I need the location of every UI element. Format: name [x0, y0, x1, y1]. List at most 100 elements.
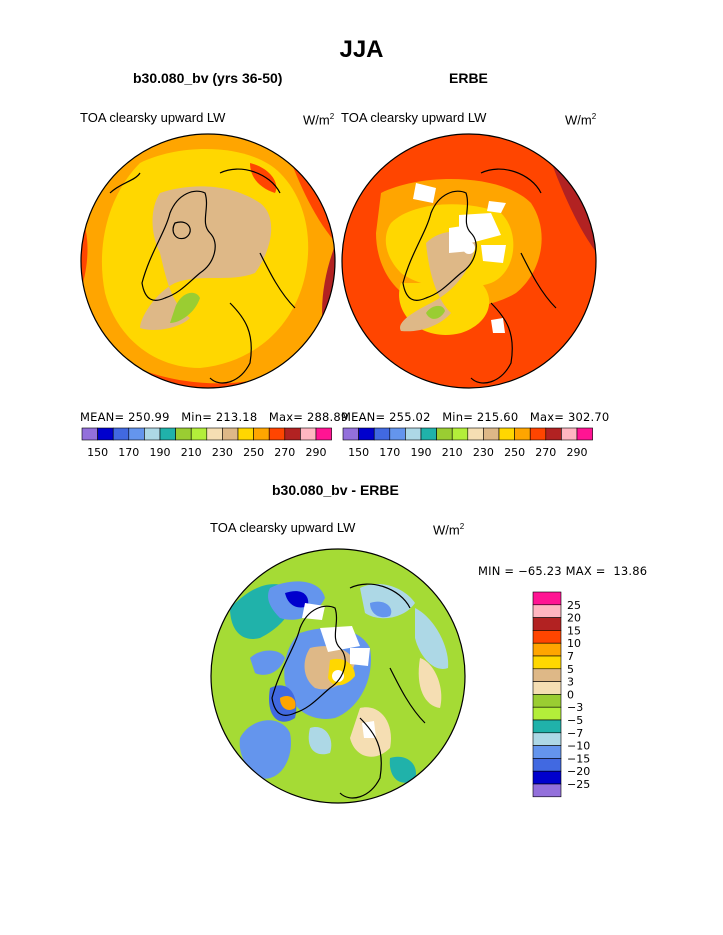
diff-panel-subtitle: TOA clearsky upward LW: [210, 520, 356, 535]
right-min-value: 215.60: [476, 410, 519, 424]
left-colorbar-label: 250: [243, 446, 264, 459]
diff-colorbar-swatch: [532, 604, 562, 618]
diff-colorbar-label: 25: [567, 599, 581, 612]
left-colorbar-label: 230: [212, 446, 233, 459]
diff-panel-title: b30.080_bv - ERBE: [272, 482, 399, 498]
diff-colorbar-swatch: [532, 783, 562, 798]
right-colorbar-swatch: [545, 427, 562, 441]
figure-title: JJA: [339, 36, 384, 63]
right-colorbar-label: 190: [411, 446, 432, 459]
left-colorbar-swatch: [97, 427, 114, 441]
left-colorbar-swatch: [112, 427, 130, 441]
left-panel-subtitle: TOA clearsky upward LW: [80, 110, 226, 125]
right-colorbar-swatch: [358, 427, 375, 441]
diff-colorbar-swatch: [532, 758, 562, 772]
left-colorbar-swatch: [190, 427, 208, 441]
diff-colorbar-label: −10: [567, 740, 590, 753]
diff-colorbar-swatch: [532, 694, 562, 708]
diff-colorbar-swatch: [532, 719, 562, 734]
right-colorbar-label: 250: [504, 446, 525, 459]
left-panel-stats: MEAN= 250.99 Min= 213.18 Max= 288.89: [80, 410, 349, 424]
left-colorbar-swatch: [222, 427, 239, 441]
diff-colorbar-label: 3: [567, 676, 574, 689]
left-colorbar-swatch: [159, 427, 176, 441]
diff-colorbar-label: 20: [567, 612, 581, 625]
left-colorbar-swatch: [81, 427, 98, 441]
left-colorbar-swatch: [268, 427, 286, 441]
left-colorbar-swatch: [237, 427, 254, 441]
diff-minmax: MIN = −65.23 MAX = 13.86: [478, 564, 648, 578]
right-colorbar-swatch: [405, 427, 422, 441]
diff-colorbar-swatch: [532, 732, 562, 746]
diff-colorbar-swatch: [532, 630, 562, 644]
diff-colorbar-swatch: [532, 681, 562, 695]
diff-colorbar-label: 15: [567, 624, 581, 637]
right-colorbar-swatch: [498, 427, 515, 441]
right-colorbar-label: 170: [379, 446, 400, 459]
right-colorbar-swatch: [483, 427, 500, 441]
diff-panel-units: W/m2: [433, 522, 465, 538]
left-colorbar-label: 150: [87, 446, 108, 459]
left-colorbar-label: 210: [181, 446, 202, 459]
right-panel-units: W/m2: [565, 112, 597, 128]
right-colorbar-swatch: [576, 427, 593, 441]
left-max-value: 288.89: [307, 410, 349, 424]
diff-colorbar-label: −20: [567, 765, 590, 778]
right-colorbar-swatch: [436, 427, 453, 441]
diff-polar-map: [210, 548, 466, 804]
right-colorbar-swatch: [529, 427, 547, 441]
right-colorbar-swatch: [561, 427, 578, 441]
diff-colorbar-swatch: [532, 745, 562, 759]
right-colorbar-label: 290: [567, 446, 588, 459]
diff-colorbar-swatch: [532, 668, 562, 682]
left-colorbar-label: 170: [118, 446, 139, 459]
diff-colorbar-label: −3: [567, 701, 583, 714]
right-colorbar-swatch: [342, 427, 359, 441]
right-mean-value: 255.02: [389, 410, 431, 424]
diff-colorbar-label: 0: [567, 688, 574, 701]
left-colorbar-swatch: [144, 427, 161, 441]
right-colorbar-label: 230: [473, 446, 494, 459]
left-min-value: 213.18: [215, 410, 258, 424]
left-panel-units: W/m2: [303, 112, 335, 128]
right-colorbar-label: 150: [348, 446, 369, 459]
left-colorbar-swatch: [206, 427, 223, 441]
left-colorbar-swatch: [175, 427, 192, 441]
right-panel-title: ERBE: [449, 70, 488, 86]
right-colorbar-label: 270: [535, 446, 556, 459]
left-colorbar-label: 290: [306, 446, 327, 459]
diff-colorbar-swatch: [532, 706, 562, 721]
right-colorbar-swatch: [389, 427, 406, 441]
diff-colorbar-label: 5: [567, 663, 574, 676]
left-colorbar-swatch: [128, 427, 145, 441]
diff-colorbar-swatch: [532, 642, 562, 657]
left-colorbar-swatch: [300, 427, 317, 441]
right-colorbar-swatch: [514, 427, 531, 441]
right-polar-map: [341, 133, 597, 389]
diff-colorbar-label: 7: [567, 650, 574, 663]
right-max-value: 302.70: [568, 410, 610, 424]
right-colorbar-swatch: [451, 427, 469, 441]
right-colorbar-label: 210: [442, 446, 463, 459]
diff-colorbar-swatch: [532, 617, 562, 631]
left-colorbar-swatch: [253, 427, 270, 441]
diff-colorbar-label: −15: [567, 752, 590, 765]
left-colorbar-label: 270: [274, 446, 295, 459]
left-colorbar-swatch: [315, 427, 332, 441]
diff-colorbar-swatch: [532, 591, 562, 606]
right-colorbar-swatch: [373, 427, 391, 441]
left-colorbar-label: 190: [150, 446, 171, 459]
right-panel-stats: MEAN= 255.02 Min= 215.60 Max= 302.70: [341, 410, 610, 424]
diff-colorbar-swatch: [532, 770, 562, 785]
left-panel-title: b30.080_bv (yrs 36-50): [133, 70, 283, 86]
left-colorbar: 150 170 190 210 230 250 270 290: [81, 427, 332, 459]
left-mean-value: 250.99: [128, 410, 170, 424]
right-panel-subtitle: TOA clearsky upward LW: [341, 110, 487, 125]
diff-colorbar-label: 10: [567, 637, 581, 650]
diff-colorbar-label: −5: [567, 714, 583, 727]
diff-colorbar-label: −7: [567, 727, 583, 740]
right-colorbar-swatch: [420, 427, 437, 441]
left-polar-map: [80, 133, 336, 389]
diff-colorbar-label: −25: [567, 778, 590, 791]
